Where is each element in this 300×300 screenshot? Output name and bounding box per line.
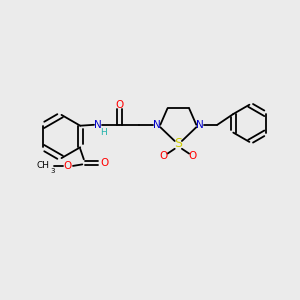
Text: CH: CH xyxy=(36,161,49,170)
Text: 3: 3 xyxy=(50,168,55,174)
Text: N: N xyxy=(153,120,160,130)
Text: S: S xyxy=(174,137,182,150)
Text: O: O xyxy=(160,151,168,161)
Text: H: H xyxy=(100,128,106,137)
Text: O: O xyxy=(101,158,109,168)
Text: N: N xyxy=(94,120,101,130)
Text: O: O xyxy=(115,100,123,110)
Text: O: O xyxy=(63,161,71,171)
Text: N: N xyxy=(196,120,204,130)
Text: O: O xyxy=(189,151,197,161)
